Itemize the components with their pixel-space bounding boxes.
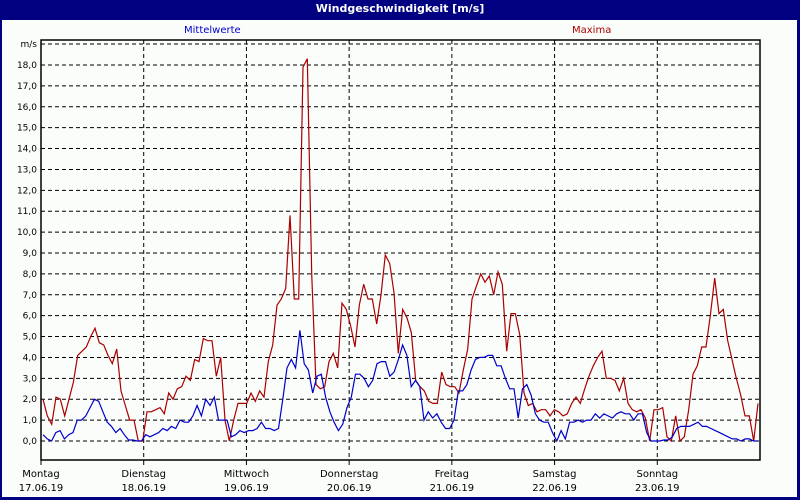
y-tick-label: 6,0 xyxy=(23,312,38,322)
x-day-label: Samstag xyxy=(533,469,577,480)
y-tick-label: 11,0 xyxy=(17,207,37,217)
x-day-label: Dienstag xyxy=(121,469,166,480)
legend-max: Maxima xyxy=(572,25,612,36)
y-tick-label: 1,0 xyxy=(23,416,38,426)
y-tick-label: 8,0 xyxy=(23,270,38,280)
x-day-label: Donnerstag xyxy=(320,469,378,480)
y-tick-label: 10,0 xyxy=(17,228,37,238)
line-chart: 0,0 1,0 2,0 3,0 4,0 5,0 6,0 7,0 8,0 9,0 10,0 11,0 12… xyxy=(17,39,761,494)
series-line-maxima xyxy=(42,58,759,443)
y-tick-label: 15,0 xyxy=(17,124,37,134)
y-tick-label: 5,0 xyxy=(23,333,38,343)
y-tick-label: 2,0 xyxy=(23,395,38,405)
y-tick-label: 0,0 xyxy=(23,437,38,447)
x-date-label: 18.06.19 xyxy=(121,483,166,494)
x-date-label: 22.06.19 xyxy=(532,483,577,494)
x-date-label: 20.06.19 xyxy=(327,483,372,494)
y-tick-label: 3,0 xyxy=(23,374,38,384)
x-date-label: 23.06.19 xyxy=(635,483,680,494)
y-tick-label: 12,0 xyxy=(17,186,37,196)
plot-frame xyxy=(40,39,761,461)
x-date-label: 21.06.19 xyxy=(430,483,475,494)
x-day-label: Freitag xyxy=(435,469,469,480)
y-axis-unit: m/s xyxy=(21,40,38,50)
x-date-label: 17.06.19 xyxy=(19,483,64,494)
x-day-label: Sonntag xyxy=(637,469,679,480)
series-line-mittelwerte xyxy=(42,330,758,443)
x-date-label: 19.06.19 xyxy=(224,483,269,494)
chart-panel: 0,0 1,0 2,0 3,0 4,0 5,0 6,0 7,0 8,0 9,0 10,0 11,0 12… xyxy=(2,20,797,497)
y-tick-label: 18,0 xyxy=(17,61,37,71)
legend-mean: Mittelwerte xyxy=(184,25,241,36)
y-tick-label: 14,0 xyxy=(17,145,37,155)
y-tick-label: 17,0 xyxy=(17,82,37,92)
y-tick-label: 16,0 xyxy=(17,103,37,113)
y-tick-label: 13,0 xyxy=(17,165,37,175)
y-tick-label: 9,0 xyxy=(23,249,38,259)
x-day-label: Montag xyxy=(22,469,59,480)
y-tick-label: 7,0 xyxy=(23,291,38,301)
y-tick-label: 4,0 xyxy=(23,353,38,363)
window-title: Windgeschwindigkeit [m/s] xyxy=(0,0,800,20)
x-day-label: Mittwoch xyxy=(224,469,269,480)
